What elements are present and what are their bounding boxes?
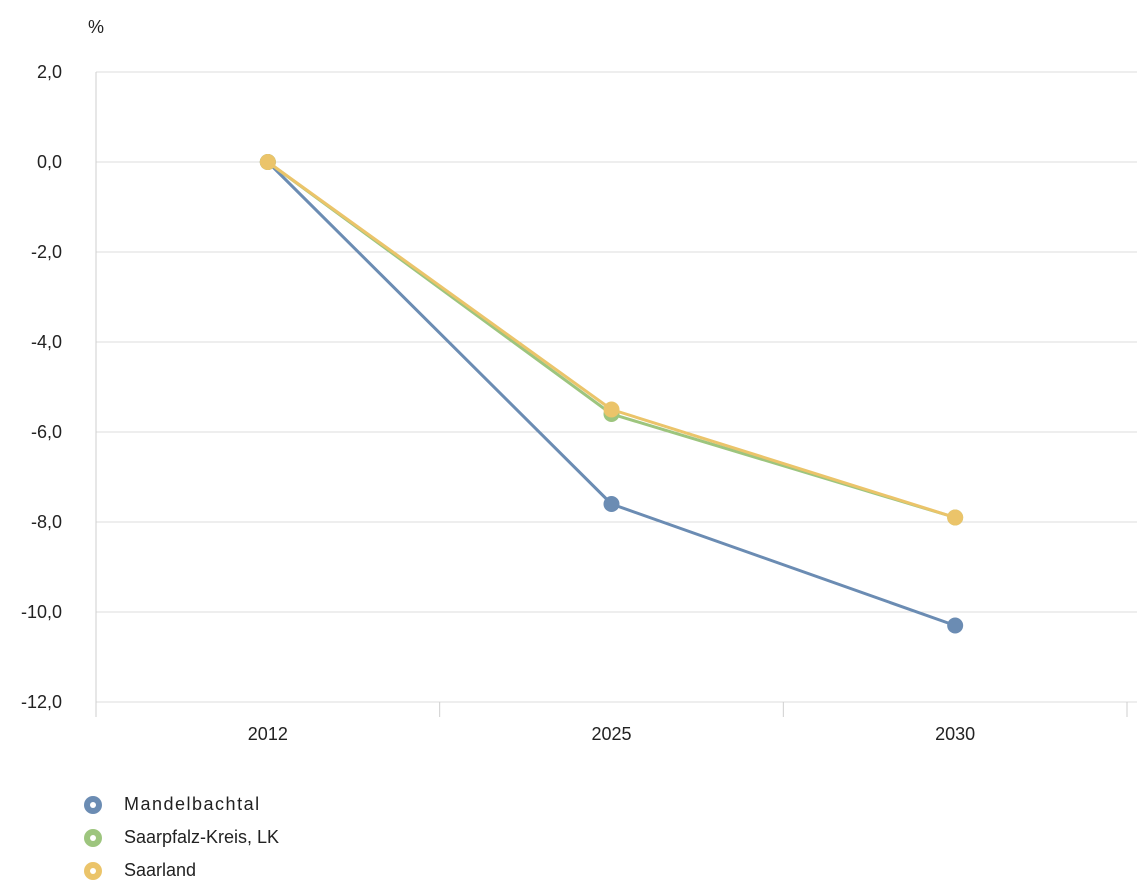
data-point-2-0[interactable] [259, 154, 276, 170]
x-axis: 2012 2025 2030 [95, 702, 1128, 744]
data-point-2-1[interactable] [603, 401, 620, 418]
x-tick-label: 2030 [935, 724, 975, 744]
y-tick-label: -2,0 [31, 242, 62, 262]
grid-lines [95, 71, 1137, 717]
x-tick-label: 2025 [591, 724, 631, 744]
data-point-2-2[interactable] [947, 509, 964, 526]
legend-label: Saarland [124, 860, 197, 880]
y-tick-label: 2,0 [37, 62, 62, 82]
legend-label: Saarpfalz-Kreis, LK [124, 827, 280, 847]
line-chart: % 2,00,0-2,0-4,0-6,0-8,0-10,0-12,0 2012 2… [21, 17, 1137, 744]
legend-marker-icon [84, 828, 102, 847]
data-point-0-2[interactable] [947, 617, 964, 634]
y-tick-label: 0,0 [37, 152, 62, 172]
legend: Mandelbachtal Saarpfalz-Kreis, LK Saarla… [84, 788, 279, 887]
data-point-0-1[interactable] [603, 496, 620, 512]
y-unit-label: % [88, 17, 104, 37]
series-lines [259, 154, 964, 634]
x-tick-label: 2012 [248, 724, 288, 744]
legend-marker-icon [84, 861, 102, 880]
legend-label: Mandelbachtal [124, 794, 261, 814]
y-tick-label: -8,0 [31, 512, 62, 532]
series-line-0 [266, 160, 956, 627]
y-tick-label: -6,0 [31, 422, 62, 442]
legend-marker-icon [84, 795, 102, 814]
series-line-1 [266, 160, 956, 519]
y-tick-label: -12,0 [21, 692, 62, 712]
y-tick-label: -10,0 [21, 602, 62, 622]
series-line-2 [266, 160, 956, 519]
legend-item-saarpfalz-kreis[interactable]: Saarpfalz-Kreis, LK [84, 821, 279, 854]
legend-item-saarland[interactable]: Saarland [84, 854, 279, 887]
y-axis-ticks: 2,0 0,0 -2,0 -4,0 -6,0 -8,0 -10,0 -12,0 [21, 62, 62, 712]
y-tick-label: -4,0 [31, 332, 62, 352]
legend-item-mandelbachtal[interactable]: Mandelbachtal [84, 788, 279, 821]
